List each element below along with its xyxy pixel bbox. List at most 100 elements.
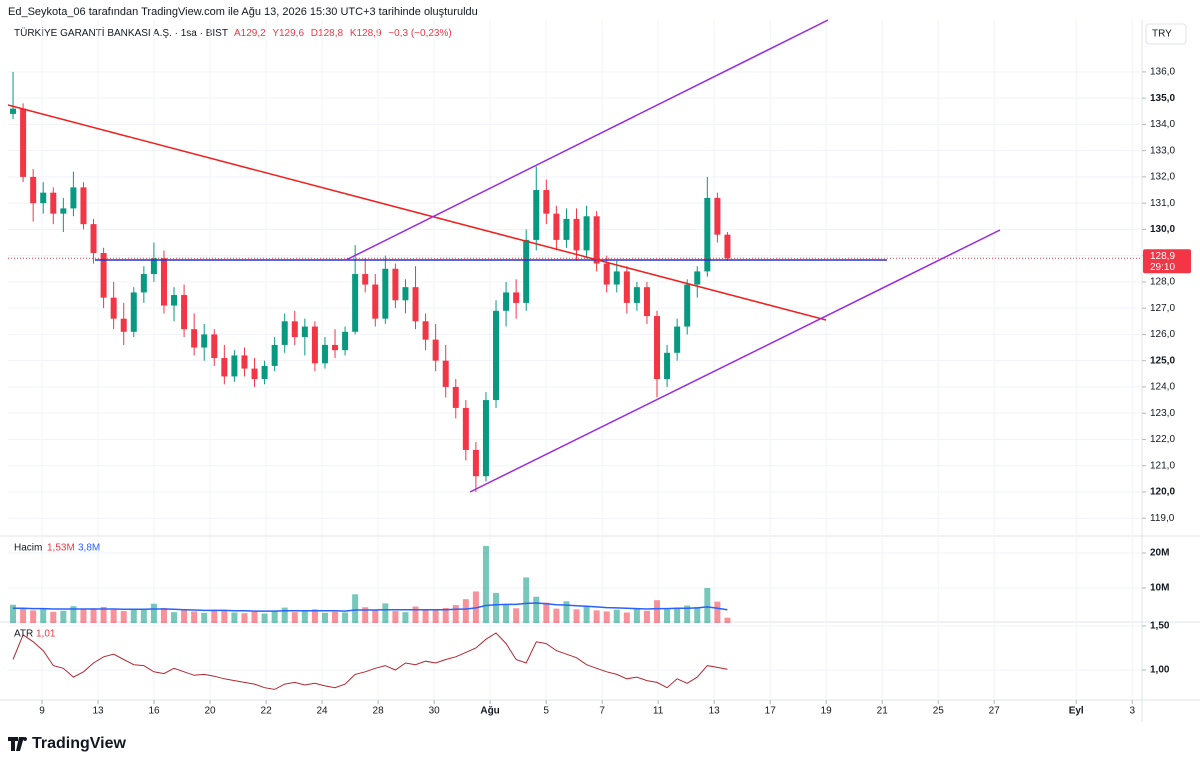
x-tick-label: 19 — [821, 706, 833, 717]
candle-body — [211, 334, 218, 359]
y-tick-label: 130,0 — [1150, 224, 1175, 235]
y-tick-label: 131,0 — [1150, 198, 1175, 209]
y-tick-label: 136,0 — [1150, 67, 1175, 78]
x-tick-label: 13 — [92, 706, 104, 717]
candle-body — [694, 271, 701, 285]
candle-body — [181, 295, 188, 330]
candle-body — [150, 258, 157, 275]
trend-line[interactable] — [7, 104, 827, 321]
candle-body — [372, 284, 379, 319]
candle-body — [583, 216, 590, 251]
candle-body — [20, 108, 27, 177]
x-tick-label: 27 — [989, 706, 1001, 717]
candle-body — [241, 355, 248, 369]
volume-bar — [724, 617, 731, 623]
y-tick-label: 125,0 — [1150, 355, 1175, 366]
candle-body — [674, 326, 681, 353]
candle-body — [221, 358, 228, 377]
volume-legend: 1,53M — [47, 543, 75, 554]
x-tick-label: 24 — [316, 706, 328, 717]
volume-bar — [171, 612, 178, 623]
candle-body — [432, 339, 439, 361]
volume-title: Hacim — [14, 543, 42, 554]
x-tick-label: 22 — [261, 706, 273, 717]
x-tick-label: 11 — [653, 706, 664, 717]
volume-bar — [664, 609, 671, 623]
candle-body — [251, 368, 258, 380]
countdown: 29:10 — [1150, 262, 1175, 273]
candle-body — [523, 239, 530, 303]
candle-body — [493, 310, 500, 401]
volume-bar — [442, 607, 449, 623]
candle-body — [332, 344, 339, 351]
volume-bar — [392, 611, 399, 623]
y-tick-label: 20M — [1150, 548, 1169, 559]
candle-body — [50, 192, 57, 214]
volume-bar — [30, 610, 37, 623]
logo: TradingView — [8, 735, 127, 752]
candle-body — [593, 216, 600, 264]
candle-body — [543, 190, 550, 214]
candle-body — [482, 400, 489, 477]
volume-bar — [160, 607, 167, 623]
currency-box[interactable] — [1145, 23, 1187, 45]
candle-body — [261, 365, 268, 380]
x-tick-label: 3 — [1129, 706, 1135, 717]
candle-body — [533, 190, 540, 240]
y-tick-label: 10M — [1150, 583, 1169, 594]
symbol-line: TÜRKİYE GARANTİ BANKASI A.Ş. · 1sa · BIS… — [14, 26, 452, 39]
candle-body — [603, 263, 610, 285]
x-tick-label: 17 — [765, 706, 777, 717]
logo-text: TradingView — [32, 735, 127, 752]
y-tick-label: 133,0 — [1150, 145, 1175, 156]
channel-upper[interactable] — [345, 19, 829, 261]
change: −0,3 (−0,23%) — [388, 28, 451, 39]
volume-bar — [533, 596, 540, 623]
candle-body — [60, 208, 67, 214]
y-tick-label: 124,0 — [1150, 382, 1175, 393]
atr-title: ATR — [14, 629, 33, 640]
volume-bar — [342, 612, 349, 623]
candle-body — [392, 268, 399, 301]
volume-ma-line — [13, 602, 728, 612]
volume-bar — [362, 607, 369, 623]
volume-bar — [352, 594, 359, 623]
volume-bar — [120, 611, 127, 623]
ohlc-close: K128,9 — [350, 28, 382, 39]
candle-body — [352, 274, 359, 332]
y-tick-label: 127,0 — [1150, 303, 1175, 314]
volume-bar — [503, 604, 510, 623]
candle-body — [191, 329, 198, 348]
volume-bar — [130, 608, 137, 623]
volume-bar — [684, 605, 691, 623]
volume-bar — [50, 611, 57, 623]
volume-bar — [211, 610, 218, 623]
candle-body — [412, 287, 419, 322]
currency[interactable]: TRY — [1152, 29, 1172, 40]
candle-body — [10, 108, 17, 114]
volume-bar — [643, 610, 650, 623]
volume-bar — [482, 545, 489, 623]
channel-lower[interactable] — [469, 229, 1001, 493]
x-tick-label: 7 — [599, 706, 605, 717]
volume-bar — [100, 606, 107, 623]
volume-bar — [613, 609, 620, 623]
candle-body — [452, 386, 459, 408]
volume-bar — [321, 612, 328, 623]
candle-body — [271, 344, 278, 366]
volume-bar — [563, 601, 570, 623]
volume-bar — [231, 612, 238, 623]
volume-bar — [70, 606, 77, 623]
y-tick-label: 1,50 — [1150, 621, 1170, 632]
candle-body — [160, 258, 167, 306]
volume-bar — [412, 606, 419, 623]
candle-body — [382, 268, 389, 319]
candle-body — [422, 321, 429, 340]
x-tick-label: 9 — [39, 706, 45, 717]
atr-legend: 1,01 — [36, 629, 56, 640]
candle-body — [110, 297, 117, 319]
volume-bar — [452, 605, 459, 623]
volume-bar — [432, 609, 439, 623]
candle-body — [623, 271, 630, 303]
ohlc-open: A129,2 — [234, 28, 266, 39]
